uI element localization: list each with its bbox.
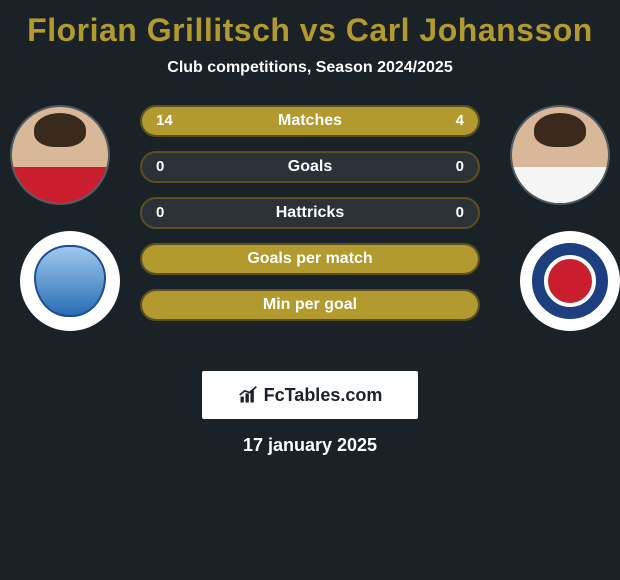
bar-fill-right: [403, 107, 478, 135]
title-player-left: Florian Grillitsch: [27, 12, 290, 48]
stat-value-right: 0: [456, 153, 464, 181]
stat-value-left: 14: [156, 107, 173, 135]
stat-value-left: 0: [156, 153, 164, 181]
club-left-crest: [20, 231, 120, 331]
player-right-avatar: [510, 105, 610, 205]
stat-row: Min per goal: [140, 289, 480, 321]
comparison-infographic: Florian Grillitsch vs Carl Johansson Clu…: [0, 0, 620, 580]
stat-label: Goals: [142, 153, 478, 181]
bar-fill: [142, 291, 478, 319]
date-label: 17 january 2025: [0, 435, 620, 456]
stat-bars: 144Matches00Goals00HattricksGoals per ma…: [140, 105, 480, 335]
stat-row: Goals per match: [140, 243, 480, 275]
source-logo: FcTables.com: [202, 371, 418, 419]
player-left-avatar: [10, 105, 110, 205]
club-right-crest: [520, 231, 620, 331]
stat-value-left: 0: [156, 199, 164, 227]
title-player-right: Carl Johansson: [346, 12, 593, 48]
page-title: Florian Grillitsch vs Carl Johansson: [0, 0, 620, 49]
crest-roundel-icon: [526, 237, 614, 325]
bar-chart-icon: [238, 385, 258, 405]
stat-row: 144Matches: [140, 105, 480, 137]
subtitle: Club competitions, Season 2024/2025: [0, 59, 620, 77]
stat-row: 0 0Hattricks: [140, 197, 480, 229]
crest-shield-icon: [34, 245, 106, 317]
logo-text: FcTables.com: [264, 385, 383, 406]
title-vs: vs: [300, 12, 337, 48]
bar-fill: [142, 245, 478, 273]
stat-value-right: 4: [456, 107, 464, 135]
bar-fill-left: [142, 107, 403, 135]
avatar-shirt: [512, 167, 608, 205]
stat-row: 0 0Goals: [140, 151, 480, 183]
avatar-shirt: [12, 167, 108, 205]
stat-label: Hattricks: [142, 199, 478, 227]
stat-value-right: 0: [456, 199, 464, 227]
stats-area: 144Matches00Goals00HattricksGoals per ma…: [0, 105, 620, 365]
